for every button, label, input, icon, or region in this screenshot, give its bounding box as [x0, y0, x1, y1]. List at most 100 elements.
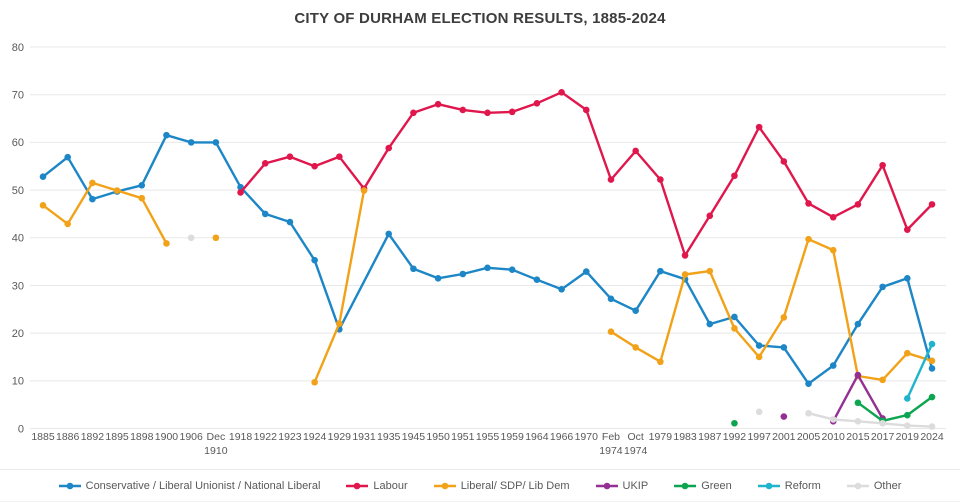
data-point — [410, 265, 417, 273]
data-point — [311, 256, 318, 264]
x-tick-label: 1997 — [747, 431, 771, 443]
data-point — [237, 189, 244, 196]
data-point — [928, 201, 936, 208]
series-line — [313, 189, 366, 384]
data-point — [163, 131, 170, 139]
x-tick-label: 1959 — [501, 431, 525, 443]
data-point — [484, 264, 491, 272]
data-point — [829, 416, 837, 423]
data-point — [731, 419, 738, 427]
legend-marker-icon — [346, 482, 369, 490]
x-tick-label: 1979 — [649, 431, 673, 443]
data-point — [805, 200, 812, 207]
data-point — [89, 179, 96, 187]
data-point — [410, 109, 417, 117]
data-point — [706, 267, 714, 275]
data-point — [39, 173, 47, 181]
data-point — [829, 213, 837, 221]
data-point — [261, 160, 269, 167]
legend-label: UKIP — [622, 480, 649, 492]
data-point — [459, 106, 467, 114]
legend-marker-icon — [846, 482, 869, 490]
legend-item-ukip: UKIP — [595, 480, 649, 492]
data-point — [113, 187, 121, 194]
legend-label: Green — [701, 480, 732, 492]
series-line — [609, 238, 934, 382]
x-tick-label: 1906 — [179, 431, 203, 443]
data-point — [558, 285, 565, 293]
data-point — [879, 419, 886, 427]
data-point — [928, 340, 936, 348]
data-point — [533, 99, 541, 107]
data-point — [755, 408, 763, 416]
x-tick-label: 1931 — [352, 431, 376, 443]
x-tick-label: 1929 — [328, 431, 352, 443]
data-point — [731, 313, 738, 321]
data-point — [780, 158, 788, 165]
data-point — [64, 153, 71, 161]
x-tick-label: 1886 — [56, 431, 80, 443]
data-point — [434, 274, 442, 282]
series-other — [187, 234, 936, 430]
legend-marker-icon — [595, 482, 618, 490]
data-point — [829, 246, 837, 254]
data-point — [755, 123, 763, 131]
data-point — [261, 210, 269, 218]
data-point — [311, 378, 318, 386]
data-point — [582, 106, 590, 114]
data-point — [904, 411, 911, 419]
x-tick-label: 1992 — [723, 431, 747, 443]
y-tick-label: 70 — [12, 90, 24, 102]
series-line — [239, 91, 934, 257]
data-point — [187, 234, 195, 242]
chart-title: CITY OF DURHAM ELECTION RESULTS, 1885-20… — [294, 10, 666, 27]
y-tick-label: 80 — [12, 42, 24, 54]
y-tick-label: 0 — [18, 423, 24, 435]
y-tick-label: 60 — [12, 137, 24, 149]
data-point — [360, 187, 368, 194]
data-point — [681, 271, 689, 278]
legend-marker-icon — [757, 482, 780, 490]
data-point — [607, 295, 615, 303]
data-point — [582, 268, 590, 275]
x-tick-label: 1966 — [550, 431, 574, 443]
data-point — [385, 230, 393, 238]
data-point — [928, 393, 936, 401]
data-point — [904, 395, 911, 402]
data-point — [632, 344, 639, 351]
y-tick-label: 30 — [12, 280, 24, 292]
x-tick-label: 2010 — [822, 431, 846, 443]
data-point — [904, 349, 911, 357]
data-point — [854, 201, 862, 208]
x-tick-label: 2024 — [920, 431, 944, 443]
x-tick-label: 2015 — [846, 431, 870, 443]
legend-marker-icon — [674, 482, 697, 490]
data-point — [731, 325, 738, 332]
x-tick-label: 2001 — [772, 431, 796, 443]
series-reform — [904, 340, 936, 402]
series-line — [856, 395, 934, 423]
data-point — [459, 270, 467, 278]
data-point — [780, 413, 788, 420]
data-point — [286, 218, 294, 226]
legend-label: Liberal/ SDP/ Lib Dem — [460, 480, 570, 492]
data-point — [706, 212, 714, 220]
data-point — [607, 176, 615, 183]
legend-label: Conservative / Liberal Unionist / Nation… — [85, 480, 321, 492]
y-tick-label: 10 — [12, 376, 24, 388]
data-point — [657, 176, 664, 183]
legend-item-reform: Reform — [757, 480, 821, 492]
data-point — [632, 307, 639, 315]
data-point — [755, 342, 763, 349]
series-line — [41, 134, 934, 385]
data-point — [879, 161, 886, 169]
x-tick-label: Feb 1974 — [599, 431, 623, 457]
x-tick-label: 2005 — [797, 431, 821, 443]
data-point — [138, 194, 146, 202]
x-tick-label: 1924 — [303, 431, 327, 443]
data-point — [657, 267, 664, 275]
data-point — [385, 144, 393, 152]
